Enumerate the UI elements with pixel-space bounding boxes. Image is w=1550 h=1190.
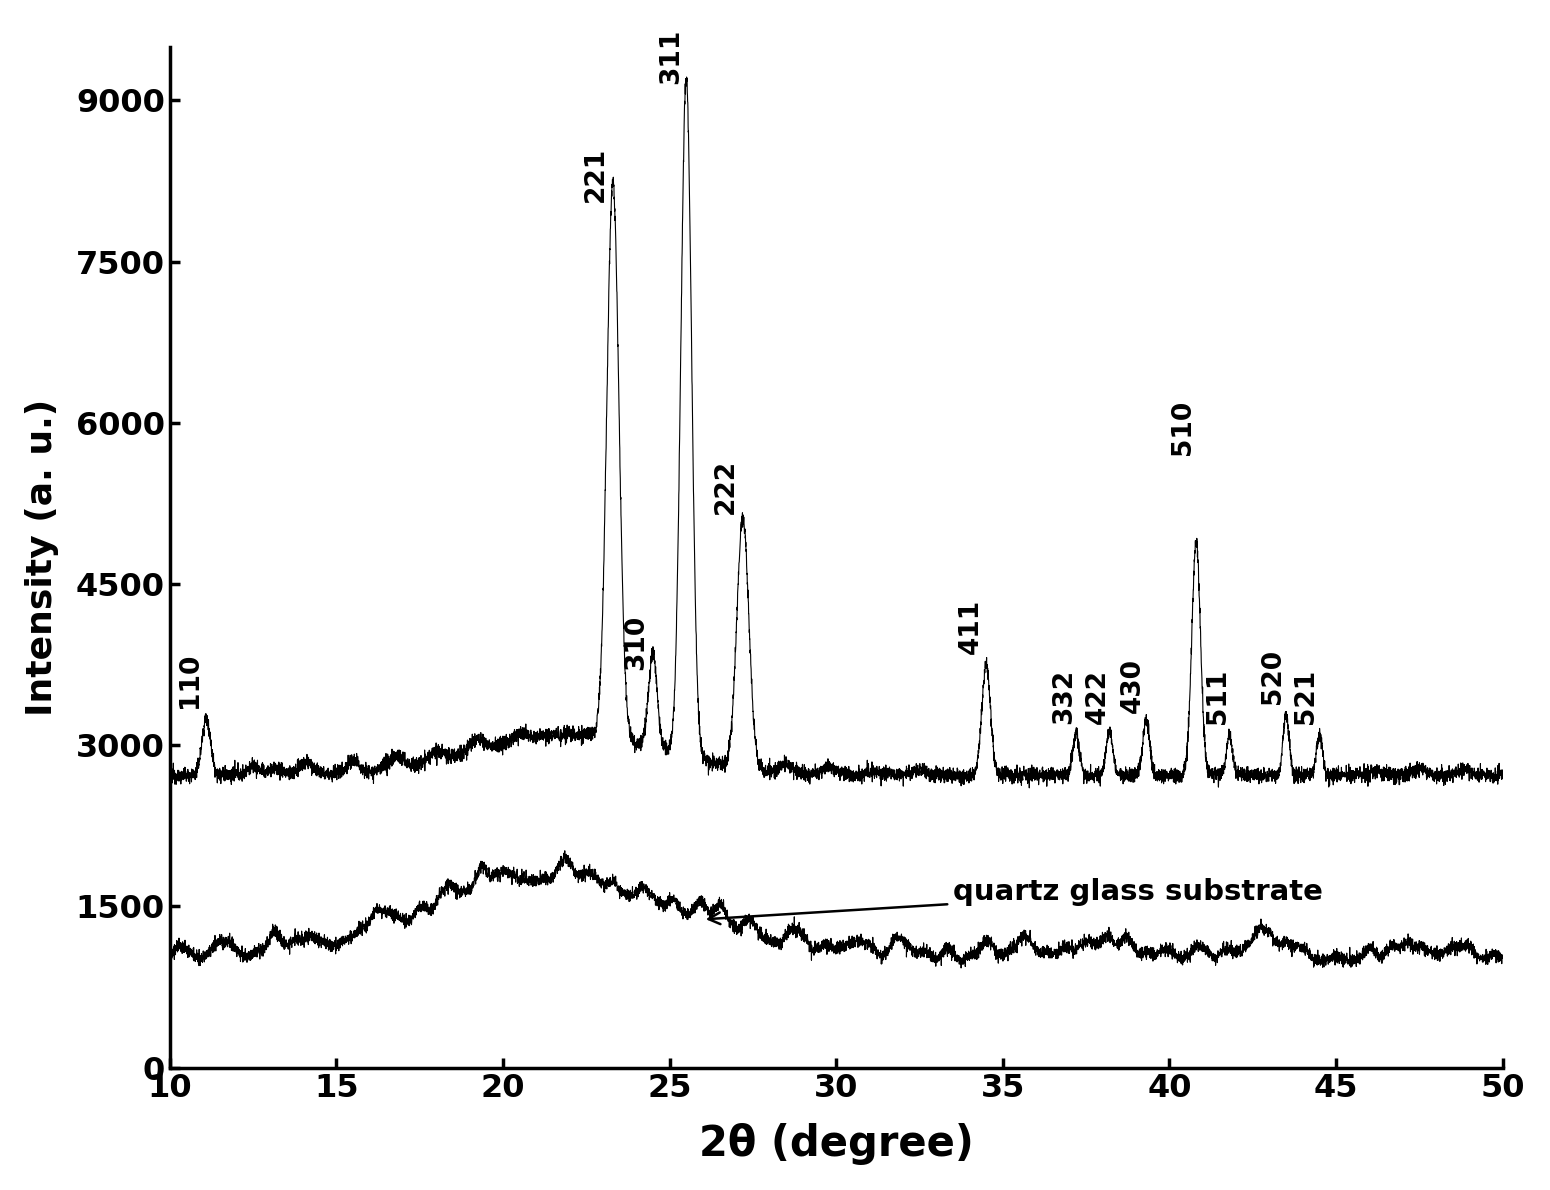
Text: 520: 520 <box>1260 650 1286 704</box>
Text: 422: 422 <box>1085 669 1111 724</box>
Text: 430: 430 <box>1119 658 1145 713</box>
Text: 332: 332 <box>1051 669 1077 724</box>
Text: 521: 521 <box>1293 669 1319 724</box>
Y-axis label: Intensity (a. u.): Intensity (a. u.) <box>25 399 59 715</box>
Text: 222: 222 <box>713 459 739 514</box>
X-axis label: 2θ (degree): 2θ (degree) <box>699 1123 973 1165</box>
Text: 221: 221 <box>583 148 609 202</box>
Text: 310: 310 <box>623 615 649 670</box>
Text: 511: 511 <box>1204 669 1231 724</box>
Text: quartz glass substrate: quartz glass substrate <box>708 878 1322 925</box>
Text: 311: 311 <box>659 29 684 84</box>
Text: 411: 411 <box>958 599 984 653</box>
Text: 110: 110 <box>177 652 203 708</box>
Text: 510: 510 <box>1170 400 1195 455</box>
